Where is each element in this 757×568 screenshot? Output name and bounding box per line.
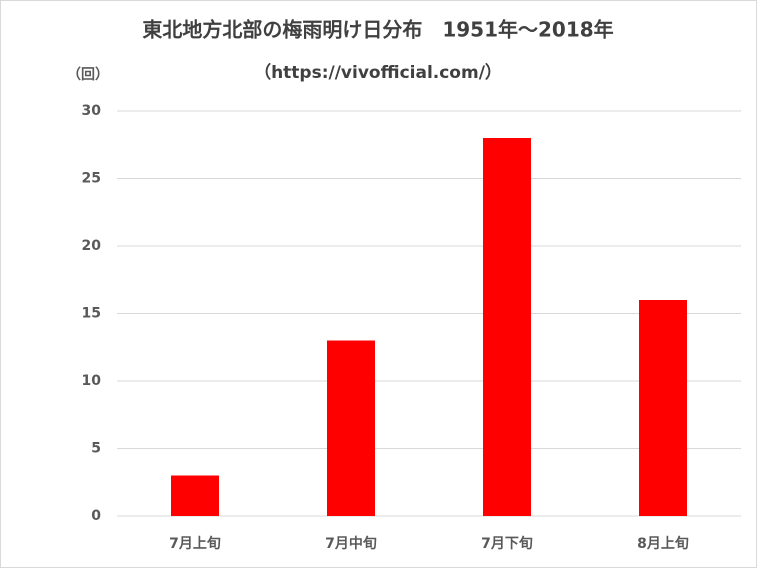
chart-subtitle: （https://vivofficial.com/） [254,62,502,83]
y-tick-label: 5 [91,441,101,457]
y-tick-label: 15 [82,306,101,322]
y-axis-label: （回） [67,67,109,83]
bar [327,340,375,516]
y-tick-label: 0 [91,508,101,524]
x-tick-label: 8月上旬 [637,535,689,552]
bar [483,138,531,516]
x-tick-label: 7月下旬 [481,535,533,552]
bar [639,300,687,516]
y-tick-label: 20 [82,238,102,254]
x-tick-label: 7月上旬 [169,535,221,552]
y-tick-label: 30 [82,103,102,119]
y-tick-label: 10 [82,373,102,389]
chart-title: 東北地方北部の梅雨明け日分布 1951年～2018年 [142,18,613,42]
bar [171,475,219,516]
y-tick-label: 25 [82,171,101,187]
x-tick-label: 7月中旬 [325,535,377,552]
